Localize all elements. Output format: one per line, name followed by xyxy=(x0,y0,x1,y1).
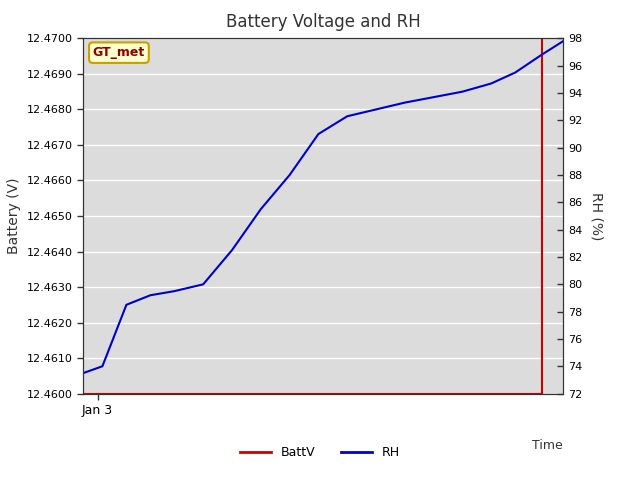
Text: Time: Time xyxy=(532,439,563,452)
Legend: BattV, RH: BattV, RH xyxy=(235,441,405,464)
Title: Battery Voltage and RH: Battery Voltage and RH xyxy=(226,13,420,31)
Text: GT_met: GT_met xyxy=(93,46,145,59)
Y-axis label: RH (%): RH (%) xyxy=(589,192,603,240)
Y-axis label: Battery (V): Battery (V) xyxy=(7,178,21,254)
